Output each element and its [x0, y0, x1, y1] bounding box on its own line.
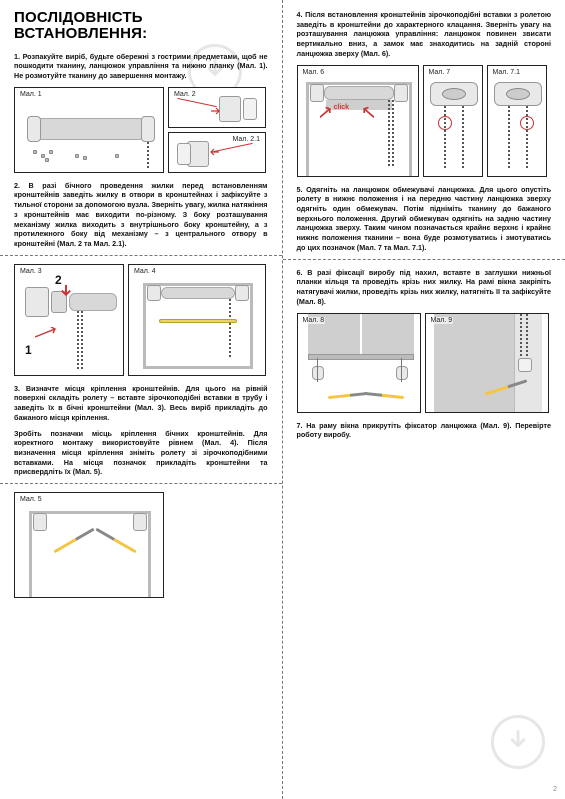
figure-7-1: Мал. 7.1	[487, 65, 547, 177]
figure-3-num-1: 1	[25, 343, 32, 357]
divider-right-1	[283, 259, 565, 260]
step-6-text: 6. В разі фіксації виробу під нахил, вст…	[297, 268, 552, 307]
divider-left-2	[0, 483, 282, 484]
figure-8: Мал. 8	[297, 313, 421, 413]
figure-4: Мал. 4	[128, 264, 266, 376]
figure-2-label: Мал. 2	[173, 91, 197, 98]
figure-row-1: Мал. 1 Мал. 2	[14, 87, 268, 173]
figure-6-label: Мал. 6	[302, 69, 326, 76]
figure-5: Мал. 5	[14, 492, 164, 598]
page: ПОСЛІДОВНІСТЬ ВСТАНОВЛЕННЯ: 1. Розпакуйт…	[0, 0, 565, 799]
step-3b-text: Зробіть позначки місць кріплення бічних …	[14, 429, 268, 478]
right-column: 4. Після встановлення кронштейнів зірочк…	[283, 0, 565, 799]
page-number: 2	[553, 786, 557, 793]
figure-1: Мал. 1	[14, 87, 164, 173]
figure-6: Мал. 6 click	[297, 65, 419, 177]
step-4-text: 4. Після встановлення кронштейнів зірочк…	[297, 10, 552, 59]
left-column: ПОСЛІДОВНІСТЬ ВСТАНОВЛЕННЯ: 1. Розпакуйт…	[0, 0, 283, 799]
figure-4-label: Мал. 4	[133, 268, 157, 275]
figure-3-label: Мал. 3	[19, 268, 43, 275]
figure-2-1: Мал. 2.1	[168, 132, 266, 173]
step-3a-text: 3. Визначте місця кріплення кронштейнів.…	[14, 384, 268, 423]
click-label: click	[334, 104, 350, 111]
figure-row-5: Мал. 8 Мал. 9	[297, 313, 552, 413]
figure-2-1-label: Мал. 2.1	[231, 136, 261, 143]
watermark-icon-2	[491, 715, 545, 769]
figure-row-4: Мал. 6 click Мал. 7	[297, 65, 552, 177]
figure-9-label: Мал. 9	[430, 317, 454, 324]
page-title: ПОСЛІДОВНІСТЬ ВСТАНОВЛЕННЯ:	[14, 10, 268, 42]
figure-5-label: Мал. 5	[19, 496, 43, 503]
figure-8-label: Мал. 8	[302, 317, 326, 324]
step-7-text: 7. На раму вікна прикрутіть фіксатор лан…	[297, 421, 552, 440]
figure-3: Мал. 3 2 1	[14, 264, 124, 376]
step-2-text: 2. В разі бічного проведення жилки перед…	[14, 181, 268, 249]
figure-row-2: Мал. 3 2 1 Мал. 4	[14, 264, 268, 376]
step-5-text: 5. Одягніть на ланцюжок обмежувачі ланцю…	[297, 185, 552, 253]
figure-row-3: Мал. 5	[14, 492, 268, 598]
figure-9: Мал. 9	[425, 313, 549, 413]
figure-7: Мал. 7	[423, 65, 483, 177]
figure-7-1-label: Мал. 7.1	[492, 69, 522, 76]
figure-1-label: Мал. 1	[19, 91, 43, 98]
figure-7-label: Мал. 7	[428, 69, 452, 76]
figure-2: Мал. 2	[168, 87, 266, 128]
divider-left-1	[0, 255, 282, 256]
